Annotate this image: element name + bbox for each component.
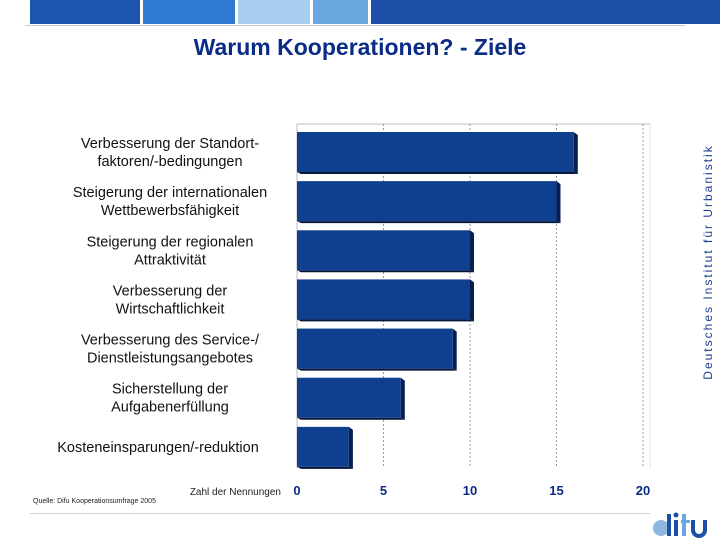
band-segment xyxy=(238,0,310,24)
band-segment xyxy=(313,0,368,24)
category-label: Sicherstellung der Aufgabenerfüllung xyxy=(111,382,229,416)
bar-bottom xyxy=(297,417,405,420)
bar-side xyxy=(452,328,457,371)
source-note: Quelle: Difu Kooperationsumfrage 2005 xyxy=(33,498,156,505)
category-label: Steigerung der regionalen Attraktivität xyxy=(87,234,254,268)
band-segment xyxy=(30,0,140,24)
top-color-band xyxy=(0,0,720,24)
bar-bottom xyxy=(297,270,474,273)
x-tick-label: 5 xyxy=(380,483,387,498)
x-tick-label: 0 xyxy=(293,483,300,498)
bar-side xyxy=(470,230,474,273)
bar xyxy=(297,328,453,369)
bar xyxy=(297,181,557,222)
category-label: Verbesserung der Standort-faktoren/-bedi… xyxy=(81,136,259,170)
page-title: Warum Kooperationen? - Ziele xyxy=(193,34,527,60)
side-institute-label: Deutsches Institut für Urbanistik xyxy=(701,144,715,380)
bar-side xyxy=(348,426,353,469)
bar-bottom xyxy=(297,221,561,224)
bar-bottom xyxy=(297,466,353,469)
bar-side xyxy=(573,132,578,174)
band-segment xyxy=(371,0,720,24)
bar-side xyxy=(556,181,561,224)
footer-divider xyxy=(30,513,650,514)
category-label: Steigerung der internationalen Wettbewerb… xyxy=(73,185,267,219)
x-tick-label: 20 xyxy=(636,483,650,498)
bar xyxy=(297,132,574,172)
difu-logo xyxy=(652,508,710,545)
bar-bottom xyxy=(297,319,474,322)
bar xyxy=(297,426,349,467)
band-segment xyxy=(143,0,235,24)
header-divider xyxy=(25,25,685,26)
bar xyxy=(297,377,401,418)
difu-logo-icon xyxy=(653,512,707,538)
bar-side xyxy=(470,279,474,322)
x-tick-label: 15 xyxy=(549,483,563,498)
bar-bottom xyxy=(297,172,578,174)
band-segment xyxy=(0,0,30,24)
category-label: Verbesserung des Service-/Dienstleistung… xyxy=(81,333,260,367)
bar xyxy=(297,230,470,271)
x-axis-label: Zahl der Nennungen xyxy=(190,487,281,498)
category-label: Verbesserung der Wirtschaftlichkeit xyxy=(113,283,228,317)
category-label: Kosteneinsparungen/-reduktion xyxy=(57,440,259,456)
bar xyxy=(297,279,470,320)
bar-bottom xyxy=(297,368,457,371)
x-tick-label: 10 xyxy=(463,483,477,498)
bar-side xyxy=(400,377,405,420)
